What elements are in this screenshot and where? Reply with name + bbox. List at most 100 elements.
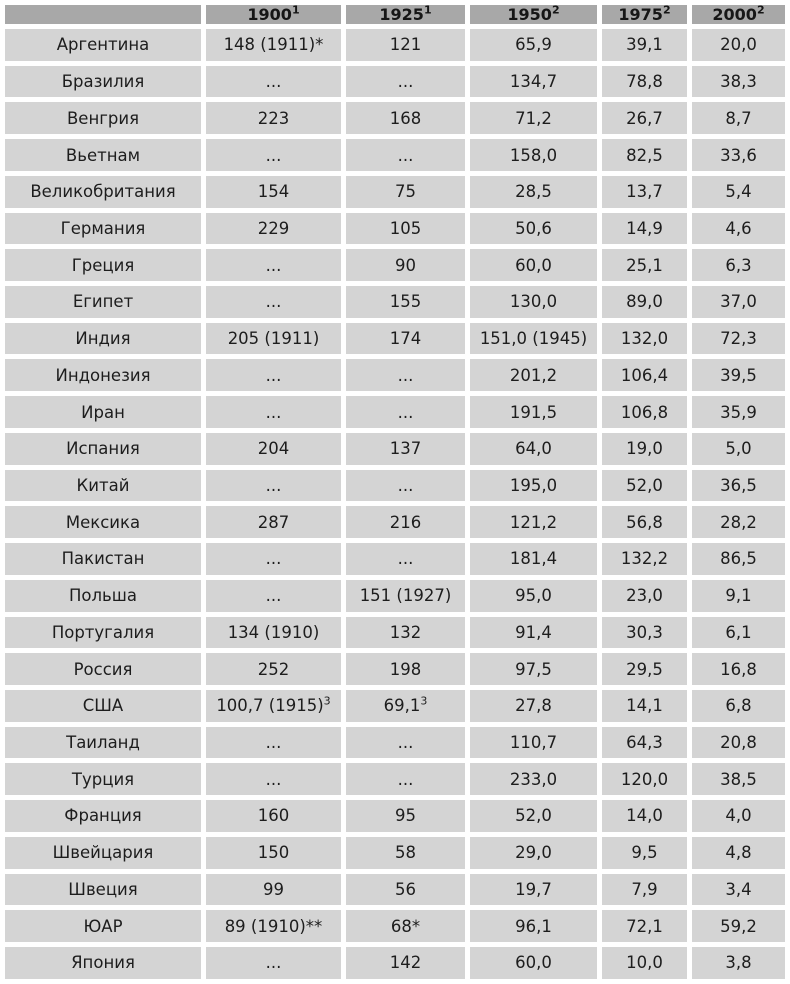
value-cell-2000: 20,8 xyxy=(692,726,785,759)
value-cell-1925: 174 xyxy=(346,322,465,355)
country-name-cell: Турция xyxy=(5,763,201,796)
value-cell-1900: 229 xyxy=(206,212,341,245)
value-cell-2000: 35,9 xyxy=(692,396,785,428)
value-cell-1975: 106,4 xyxy=(602,359,687,392)
value-cell-1900: 100,7 (1915)3 xyxy=(206,689,341,722)
value-cell-1975: 7,9 xyxy=(602,873,687,906)
table-body: Аргентина 148 (1911)* 121 65,9 39,1 20,0 Брази… xyxy=(5,29,785,979)
value-cell-1975: 78,8 xyxy=(602,65,687,98)
country-name-cell: Греция xyxy=(5,249,201,282)
header-cell-year-1950: 19502 xyxy=(470,5,597,24)
value-cell-1975: 25,1 xyxy=(602,249,687,282)
country-name-cell: Иран xyxy=(5,396,201,428)
value-cell-1925: ... xyxy=(346,139,465,171)
value-cell-1900: 134 (1910) xyxy=(206,616,341,649)
country-name-cell: Аргентина xyxy=(5,29,201,61)
footnote-marker: 2 xyxy=(662,5,671,17)
value-cell-1950: 60,0 xyxy=(470,249,597,282)
value-cell-1975: 19,0 xyxy=(602,432,687,465)
country-name-cell: Швейцария xyxy=(5,836,201,869)
value-cell-2000: 36,5 xyxy=(692,469,785,502)
value-cell-2000: 86,5 xyxy=(692,543,785,575)
value-cell-1900: 99 xyxy=(206,873,341,906)
value-cell-1925: 121 xyxy=(346,29,465,61)
value-cell-1975: 39,1 xyxy=(602,29,687,61)
country-name-cell: Пакистан xyxy=(5,543,201,575)
table-row: Турция...... 233,0 120,0 38,5 xyxy=(5,763,785,796)
value-cell-1975: 14,0 xyxy=(602,800,687,832)
value-cell-1975: 9,5 xyxy=(602,836,687,869)
value-cell-2000: 6,1 xyxy=(692,616,785,649)
value-cell-2000: 4,8 xyxy=(692,836,785,869)
value-cell-1950: 97,5 xyxy=(470,653,597,685)
value-cell-1900: 205 (1911) xyxy=(206,322,341,355)
footnote-marker: 3 xyxy=(323,694,331,708)
table-row: Мексика 287 216 121,2 56,8 28,2 xyxy=(5,506,785,539)
country-name-cell: Великобритания xyxy=(5,175,201,208)
value-cell-1925: ... xyxy=(346,543,465,575)
value-cell-2000: 20,0 xyxy=(692,29,785,61)
value-cell-1950: 27,8 xyxy=(470,689,597,722)
value-cell-1900: ... xyxy=(206,543,341,575)
value-cell-1900: 150 xyxy=(206,836,341,869)
value-cell-1925: 168 xyxy=(346,102,465,135)
value-cell-2000: 37,0 xyxy=(692,286,785,318)
value-cell-2000: 4,0 xyxy=(692,800,785,832)
country-name-cell: Испания xyxy=(5,432,201,465)
value-cell-1925: 75 xyxy=(346,175,465,208)
value-cell-1925: 68* xyxy=(346,910,465,942)
value-cell-1975: 52,0 xyxy=(602,469,687,502)
value-cell-1925: 198 xyxy=(346,653,465,685)
country-name-cell: Польша xyxy=(5,579,201,612)
value-cell-1925: 90 xyxy=(346,249,465,282)
value-cell-1900: 89 (1910)** xyxy=(206,910,341,942)
value-cell-1950: 158,0 xyxy=(470,139,597,171)
header-cell-country xyxy=(5,5,201,24)
value-cell-1925: ... xyxy=(346,396,465,428)
table-row: Иран...... 191,5 106,8 35,9 xyxy=(5,396,785,428)
value-cell-1925: 132 xyxy=(346,616,465,649)
country-name-cell: Индия xyxy=(5,322,201,355)
value-cell-1900: 287 xyxy=(206,506,341,539)
value-cell-1900: ... xyxy=(206,65,341,98)
value-cell-1925: 69,13 xyxy=(346,689,465,722)
value-cell-1950: 65,9 xyxy=(470,29,597,61)
value-cell-1900: ... xyxy=(206,286,341,318)
table-row: Бразилия...... 134,7 78,8 38,3 xyxy=(5,65,785,98)
value-cell-1900: 252 xyxy=(206,653,341,685)
value-cell-1925: 155 xyxy=(346,286,465,318)
value-cell-1900: 148 (1911)* xyxy=(206,29,341,61)
value-cell-1950: 130,0 xyxy=(470,286,597,318)
value-cell-1975: 23,0 xyxy=(602,579,687,612)
value-cell-1950: 52,0 xyxy=(470,800,597,832)
country-name-cell: Китай xyxy=(5,469,201,502)
value-cell-1900: 223 xyxy=(206,102,341,135)
footnote-marker: 1 xyxy=(423,5,432,17)
value-cell-1975: 132,0 xyxy=(602,322,687,355)
value-cell-1925: ... xyxy=(346,65,465,98)
value-cell-1925: 58 xyxy=(346,836,465,869)
value-cell-1900: 204 xyxy=(206,432,341,465)
country-name-cell: Вьетнам xyxy=(5,139,201,171)
country-name-cell: Россия xyxy=(5,653,201,685)
value-cell-1950: 201,2 xyxy=(470,359,597,392)
value-cell-1975: 106,8 xyxy=(602,396,687,428)
value-cell-1950: 19,7 xyxy=(470,873,597,906)
value-cell-1925: ... xyxy=(346,469,465,502)
table-row: Аргентина 148 (1911)* 121 65,9 39,1 20,0 xyxy=(5,29,785,61)
country-name-cell: Индонезия xyxy=(5,359,201,392)
value-cell-1900: ... xyxy=(206,579,341,612)
value-cell-1975: 82,5 xyxy=(602,139,687,171)
value-cell-2000: 5,4 xyxy=(692,175,785,208)
table-row: Франция 160 95 52,0 14,0 4,0 xyxy=(5,800,785,832)
country-name-cell: Египет xyxy=(5,286,201,318)
value-cell-1900: ... xyxy=(206,726,341,759)
value-cell-1900: ... xyxy=(206,946,341,979)
country-name-cell: Мексика xyxy=(5,506,201,539)
country-name-cell: ЮАР xyxy=(5,910,201,942)
value-cell-1975: 30,3 xyxy=(602,616,687,649)
table-row: Греция... 90 60,0 25,1 6,3 xyxy=(5,249,785,282)
table-row: Пакистан...... 181,4 132,2 86,5 xyxy=(5,543,785,575)
